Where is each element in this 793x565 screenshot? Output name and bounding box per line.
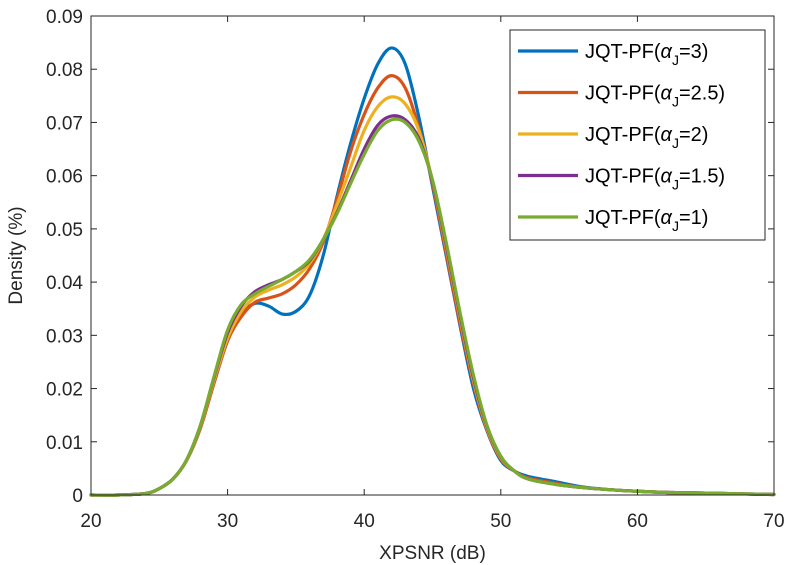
- x-axis-title: XPSNR (dB): [379, 543, 486, 564]
- legend: JQT-PF(αJ=3) JQT-PF(αJ=2.5) JQT-PF(αJ=2) JQ…: [509, 29, 766, 241]
- legend-label-4: JQT-PF(αJ=1.5): [585, 166, 725, 193]
- y-tick-label: 0.03: [46, 326, 83, 347]
- y-tick-label: 0.02: [46, 380, 83, 401]
- ticks-layer: 20 30 40 50 60 70 0 0.01 0.02 0.03 0.04 0.05 0.06 0.0…: [46, 7, 785, 532]
- legend-label-3: JQT-PF(αJ=2): [585, 124, 708, 151]
- x-tick-label: 20: [80, 511, 101, 532]
- y-tick-label: 0.05: [46, 220, 83, 241]
- legend-label-2: JQT-PF(αJ=2.5): [585, 83, 725, 110]
- series-layer: [89, 46, 776, 497]
- x-tick-label: 70: [763, 511, 784, 532]
- plot-area-frame: [90, 15, 775, 496]
- y-tick-label: 0.07: [46, 113, 83, 134]
- legend-label-5: JQT-PF(αJ=1): [585, 207, 708, 234]
- x-tick-label: 40: [354, 511, 375, 532]
- y-tick-label: 0.01: [46, 433, 83, 454]
- x-tick-label: 60: [627, 511, 648, 532]
- series-line-5: [89, 117, 776, 497]
- legend-label-1: JQT-PF(αJ=3): [585, 41, 708, 68]
- y-tick-label: 0.08: [46, 60, 83, 81]
- y-tick-label: 0.06: [46, 167, 83, 188]
- y-tick-label: 0: [72, 486, 83, 507]
- x-tick-label: 30: [217, 511, 238, 532]
- y-axis-title: Density (%): [6, 206, 27, 304]
- x-tick-label: 50: [490, 511, 511, 532]
- y-tick-label: 0.04: [46, 273, 83, 294]
- y-tick-label: 0.09: [46, 7, 83, 28]
